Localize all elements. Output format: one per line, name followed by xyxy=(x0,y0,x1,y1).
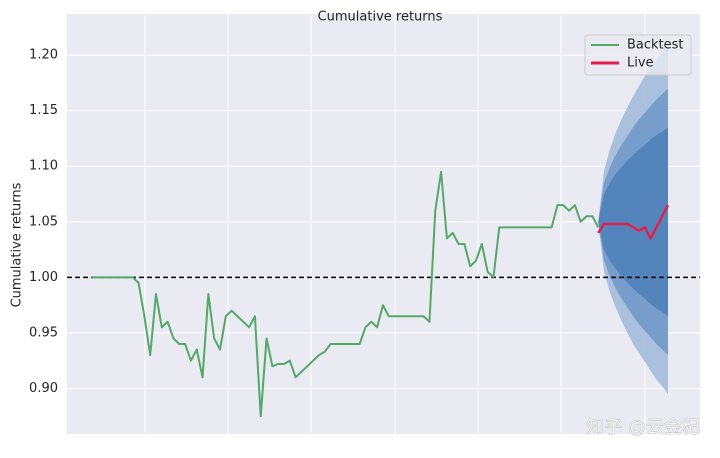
y-tick-label: 1.15 xyxy=(29,103,58,118)
y-tick-label: 0.90 xyxy=(29,381,58,396)
cone-band xyxy=(598,127,668,317)
series-line xyxy=(597,204,670,240)
series-line xyxy=(92,170,600,418)
y-tick-label: 1.05 xyxy=(29,214,58,229)
y-tick-label: 0.95 xyxy=(29,325,58,340)
y-tick-label: 1.10 xyxy=(29,159,58,174)
watermark: 知乎 @云金杞 xyxy=(586,417,700,438)
legend-label: Backtest xyxy=(627,38,684,53)
chart-title: Cumulative returns xyxy=(318,10,443,25)
plot-area xyxy=(67,14,700,434)
y-axis-label: Cumulative returns xyxy=(10,182,25,307)
legend-label: Live xyxy=(627,56,654,71)
y-tick-label: 1.20 xyxy=(29,48,58,63)
y-tick-label: 1.00 xyxy=(29,270,58,285)
